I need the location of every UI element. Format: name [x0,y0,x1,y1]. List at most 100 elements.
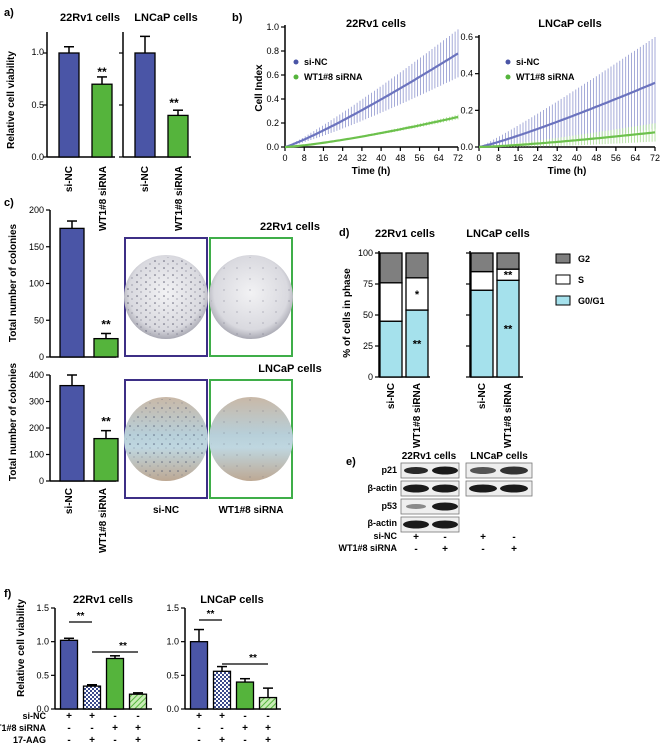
legend-marker-sinc [505,59,511,65]
ytick-label: 0.2 [460,105,473,115]
chart-title: LNCaP cells [466,228,529,240]
legend-label-sirna: WT1#8 siRNA [304,72,363,82]
plate-colonies [126,257,206,337]
sign: + [219,711,225,722]
plate-title-lncap: LNCaP cells [258,363,321,375]
bar [93,437,119,482]
xtick-label: 64 [434,153,444,163]
panel-b-label: b) [232,12,243,24]
ytick-label: 0.6 [266,70,279,80]
blot-band [403,484,429,493]
blot-band [432,484,458,493]
ytick-label: 0.0 [36,704,49,714]
legend-label-g2: G2 [578,254,590,264]
bar [105,657,125,710]
xtick-label: WT1#8 siRNA [412,383,423,448]
ytick-label: 0.5 [31,100,44,110]
plate-label-sinc: si-NC [153,505,179,516]
blot-condition-label: WT1#8 siRNA [338,543,397,553]
sign: + [135,723,141,734]
xtick-label: 32 [552,153,562,163]
signif-label: ** [504,270,513,282]
signif-label: ** [119,641,127,652]
panel-a-label: a) [4,7,14,19]
chart-lncap-17aag: LNCaP cells 0.0 0.5 1.0 1.5 ** ** [166,594,281,714]
panel-f: f) Relative cell viability 22Rv1 cells 0… [0,588,281,746]
sign: - [67,723,70,734]
sign: + [265,735,271,746]
bar [93,337,119,358]
sign: + [89,711,95,722]
sign: - [136,711,139,722]
chart-lncap-colonies: si-NC WT1#8 siRNA 0 100 200 300 400 ** [29,370,119,553]
signif-label: ** [77,611,85,622]
bar [59,384,85,482]
sign: - [512,532,515,543]
bar [258,696,278,710]
blot-band [432,502,458,511]
xtick-label: si-NC [64,166,75,192]
blot-lncap [465,462,533,497]
chart-22rv1-viability: 22Rv1 cells si-NC WT1#8 siRNA ** [43,12,120,231]
series-line-sinc [478,81,656,149]
panel-c-ylabel-top: Total number of colonies [8,223,19,342]
panel-a-yticks: 0.0 0.5 1.0 [31,47,44,162]
blot-row-label: p21 [381,465,397,475]
sign: - [113,735,116,746]
xtick-label: 0 [282,153,287,163]
blot-band [470,467,496,474]
chart-lncap-cell-cycle: LNCaP cells si-NC ** ** WT1#8 siRNA [466,228,530,448]
sign: + [242,723,248,734]
sign: + [413,532,419,543]
sign: - [67,735,70,746]
legend-marker-sirna [293,74,299,80]
ytick-label: 0.0 [266,142,279,152]
xtick-label: 48 [591,153,601,163]
series-line-sinc [284,52,459,149]
ytick-label: 0.5 [166,670,179,680]
xtick-label: 40 [376,153,386,163]
bar-g2 [496,252,520,270]
bar [82,685,102,710]
xtick-label: WT1#8 siRNA [98,488,109,553]
panel-b: b) Cell Index 22Rv1 cells Time (h) si-NC… [232,12,660,177]
xtick-label: WT1#8 siRNA [174,166,185,231]
chart-22rv1-17aag: 22Rv1 cells 0.0 0.5 1.0 1.5 ** ** [36,594,152,714]
bar-s [379,282,403,322]
plate-lncap-sinc [124,379,208,499]
plate-lncap-sirna [209,379,293,499]
blot-condition-label: si-NC [373,531,397,541]
bar-s [470,270,494,291]
ytick-label: 0.0 [166,704,179,714]
legend-label-s: S [578,275,584,285]
series-line-sirna [284,115,459,149]
xtick-label: 56 [415,153,425,163]
ytick-label: 1.0 [166,637,179,647]
sign: + [66,711,72,722]
panel-b-ylabel: Cell Index [254,64,265,112]
legend-label-sirna: WT1#8 siRNA [516,72,575,82]
ytick-label: 100 [29,450,44,460]
signif-label: ** [413,339,422,351]
legend-swatch-g2 [555,253,571,264]
ytick-label: 0.8 [266,46,279,56]
ytick-label: 25 [363,341,373,351]
blot-signs: + - + - - + - + [413,532,517,555]
signif-label: ** [249,653,257,664]
blot-band [432,466,458,475]
xtick-label: 32 [357,153,367,163]
condition-label: WT1#8 siRNA [0,723,46,733]
chart-title: 22Rv1 cells [375,228,435,240]
bar-g2 [470,252,494,273]
bar [134,52,156,158]
sign: + [219,735,225,746]
plate-label-sirna: WT1#8 siRNA [218,505,283,516]
xtick-label: 24 [338,153,348,163]
panel-e-label: e) [346,456,356,468]
bar [212,670,232,710]
xtick-label: WT1#8 siRNA [98,166,109,231]
x-axis-label: Time (h) [352,166,391,177]
legend-label-g0g1: G0/G1 [578,296,605,306]
